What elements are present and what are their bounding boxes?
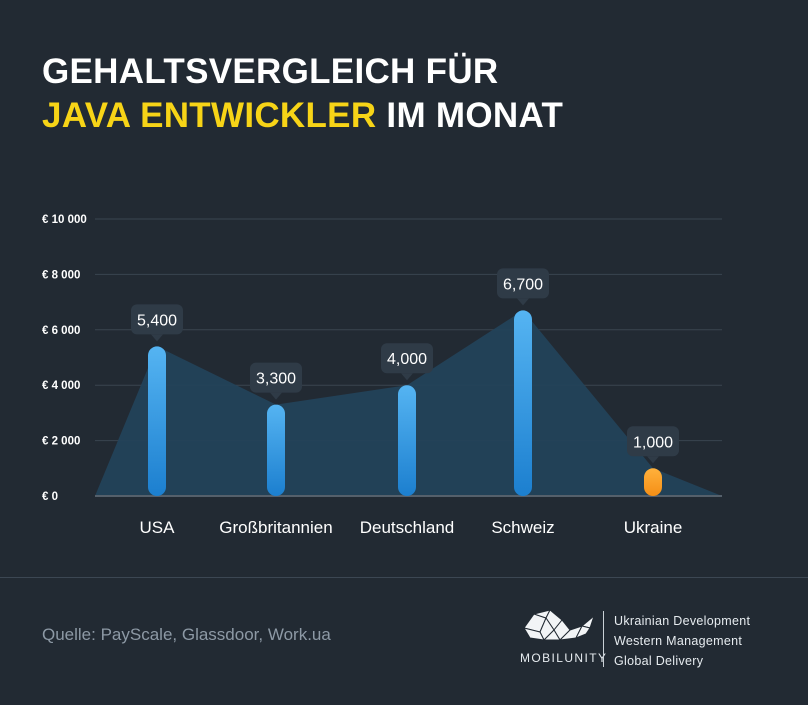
footer-divider xyxy=(0,577,808,578)
title-line-1: GEHALTSVERGLEICH FÜR xyxy=(42,52,499,91)
y-tick-label: € 2 000 xyxy=(42,436,80,448)
callout-box xyxy=(250,362,302,393)
page-title: GEHALTSVERGLEICH FÜR JAVA ENTWICKLER IM … xyxy=(42,50,563,138)
title-line-2-rest: IM MONAT xyxy=(376,96,564,135)
bar xyxy=(267,404,285,496)
tagline-1: Ukrainian Development xyxy=(614,614,751,628)
brand-divider xyxy=(603,611,604,667)
callout-pointer xyxy=(151,334,163,342)
callout-pointer xyxy=(517,298,529,306)
callout-box xyxy=(381,343,433,374)
value-label: 3,300 xyxy=(256,371,296,388)
value-label: 5,400 xyxy=(137,312,177,329)
bar xyxy=(644,468,662,496)
category-label: USA xyxy=(140,518,176,537)
callout-pointer xyxy=(270,392,282,400)
bar xyxy=(398,385,416,496)
source-note: Quelle: PayScale, Glassdoor, Work.ua xyxy=(42,625,331,644)
category-label: Ukraine xyxy=(624,518,683,537)
value-label: 4,000 xyxy=(387,351,427,368)
mobilunity-logo-icon xyxy=(522,609,596,641)
y-tick-label: € 0 xyxy=(42,491,58,503)
callout-pointer xyxy=(647,456,659,464)
value-label: 1,000 xyxy=(633,434,673,451)
tagline-3: Global Delivery xyxy=(614,654,704,668)
y-tick-label: € 8 000 xyxy=(42,269,80,281)
callout-pointer xyxy=(401,373,413,381)
callout-box xyxy=(497,268,549,299)
y-tick-label: € 4 000 xyxy=(42,380,80,392)
value-callout: 5,400 xyxy=(131,304,183,342)
salary-chart: € 0 € 2 000 € 4 000 € 6 000 € 8 000 € 10 000 5… xyxy=(42,214,722,537)
callout-box xyxy=(627,426,679,457)
bar xyxy=(514,310,532,496)
value-label: 6,700 xyxy=(503,276,543,293)
bar xyxy=(148,346,166,496)
value-callout: 6,700 xyxy=(497,268,549,306)
category-label: Deutschland xyxy=(360,518,455,537)
value-callout: 1,000 xyxy=(627,426,679,464)
title-highlight: JAVA ENTWICKLER xyxy=(42,96,377,135)
category-label: Schweiz xyxy=(491,518,554,537)
category-label: Großbritannien xyxy=(219,518,332,537)
value-callout: 3,300 xyxy=(250,362,302,400)
y-tick-label: € 6 000 xyxy=(42,325,80,337)
y-tick-label: € 10 000 xyxy=(42,214,87,226)
callout-box xyxy=(131,304,183,335)
tagline-2: Western Management xyxy=(614,634,743,648)
brand-name: MOBILUNITY xyxy=(520,651,608,665)
value-callout: 4,000 xyxy=(381,343,433,381)
brand-taglines: Ukrainian Development Western Management… xyxy=(614,611,750,671)
